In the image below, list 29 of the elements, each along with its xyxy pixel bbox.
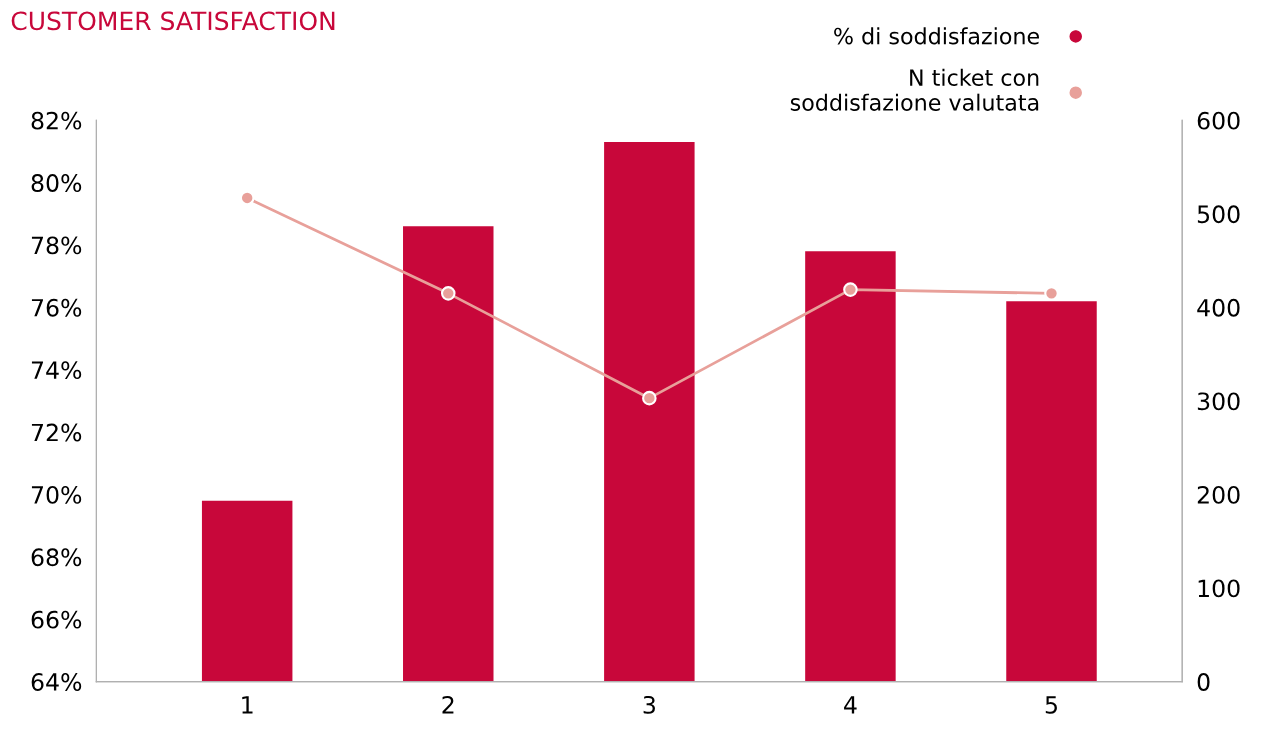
- y2-tick-label: 0: [1197, 673, 1210, 691]
- y2-tick-label: 200: [1197, 485, 1240, 504]
- y-tick-label: 68%: [31, 548, 82, 567]
- y-tick-label: 78%: [31, 236, 82, 255]
- y-tick-label: 82%: [31, 111, 82, 130]
- y2-tick-label: 400: [1197, 298, 1240, 317]
- y2-tick-label: 300: [1197, 392, 1240, 411]
- point: [1044, 286, 1059, 301]
- point: [440, 286, 456, 301]
- y-tick-label: 74%: [31, 361, 82, 380]
- y-tick-label: 66%: [31, 610, 82, 629]
- x-tick-label: 3: [643, 695, 655, 714]
- y2-tick-label: 100: [1198, 579, 1240, 598]
- y2-tick-label: 600: [1197, 111, 1240, 130]
- y-tick-label: 70%: [31, 485, 82, 504]
- legend-label: % di soddisfazione: [834, 27, 1039, 45]
- y-tick-label: 76%: [31, 298, 82, 317]
- x-tick-label: 5: [1045, 696, 1057, 714]
- x-tick-label: 4: [844, 696, 857, 714]
- x-tick-label: 1: [242, 696, 253, 714]
- y-tick-label: 64%: [31, 673, 82, 691]
- y2-tick-label: 500: [1197, 205, 1240, 224]
- chart-title: CUSTOMER SATISFACTION: [11, 11, 335, 31]
- point: [642, 390, 657, 406]
- legend-label: N ticket con soddisfazione valutata: [790, 68, 1039, 111]
- x-tick-label: 2: [442, 695, 454, 714]
- y-tick-label: 72%: [31, 423, 82, 442]
- y-tick-label: 80%: [31, 174, 82, 192]
- point: [843, 282, 858, 297]
